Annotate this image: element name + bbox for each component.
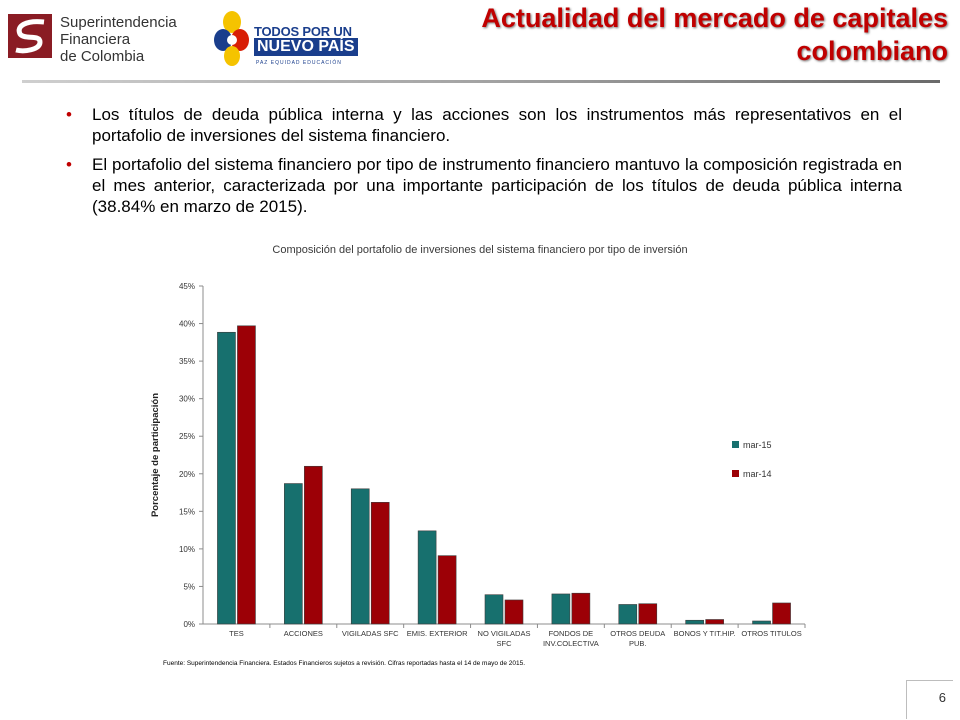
bar-mar-15-2: [350, 488, 370, 625]
bar-mar-15-5: [551, 593, 571, 625]
x-tick-label: ACCIONES: [284, 629, 323, 638]
header-divider: [22, 80, 940, 83]
x-tick-label: TES: [229, 629, 244, 638]
legend-swatch-mar-15: [732, 441, 739, 448]
flower-emblem-icon: [214, 11, 249, 66]
bar-mar-14-7: [705, 619, 724, 625]
bullet-text: El portafolio del sistema financiero por…: [92, 155, 902, 216]
superintendencia-logo: Superintendencia Financiera de Colombia: [6, 8, 178, 66]
y-tick-label: 45%: [179, 282, 195, 291]
x-tick-label: INV.COLECTIVA: [543, 639, 599, 648]
bar-mar-14-3: [437, 555, 457, 625]
x-tick-label: SFC: [497, 639, 513, 648]
x-tick-label: PUB.: [629, 639, 647, 648]
y-axis-label: Porcentaje de participación: [150, 393, 161, 517]
chart-title: Composición del portafolio de inversione…: [272, 244, 688, 256]
bullet-item: • Los títulos de deuda pública interna y…: [66, 104, 902, 146]
bar-mar-15-1: [284, 483, 303, 625]
bar-mar-15-8: [752, 620, 771, 625]
y-tick-label: 5%: [183, 582, 195, 591]
legend-label-mar-14: mar-14: [743, 469, 772, 479]
y-tick-label: 40%: [179, 320, 195, 329]
gov-logo-line-1: TODOS POR UN: [254, 24, 352, 39]
y-tick-label: 20%: [179, 470, 195, 479]
x-tick-label: BONOS Y TIT.HIP.: [674, 629, 736, 638]
page-number: 6: [938, 690, 946, 705]
y-tick-label: 35%: [179, 357, 195, 366]
gobierno-logo: TODOS POR UN NUEVO PAÍS PAZ EQUIDAD EDUC…: [212, 10, 358, 72]
bullet-item: • El portafolio del sistema financiero p…: [66, 154, 902, 217]
bar-mar-15-7: [685, 619, 704, 625]
y-tick-label: 15%: [179, 507, 195, 516]
bar-mar-14-4: [504, 599, 524, 625]
x-tick-label: EMIS. EXTERIOR: [407, 629, 468, 638]
legend-label-mar-15: mar-15: [743, 440, 772, 450]
x-tick-label: OTROS DEUDA: [610, 629, 665, 638]
x-tick-label: VIGILADAS SFC: [342, 629, 399, 638]
bullet-list: • Los títulos de deuda pública interna y…: [66, 104, 902, 225]
bar-mar-14-8: [772, 602, 791, 625]
bar-mar-14-5: [571, 592, 591, 625]
x-tick-label: OTROS TITULOS: [741, 629, 801, 638]
bar-mar-15-0: [217, 331, 236, 625]
gov-logo-line-2: NUEVO PAÍS: [254, 38, 358, 56]
source-note: Fuente: Superintendencia Financiera. Est…: [163, 660, 526, 667]
y-tick-label: 10%: [179, 545, 195, 554]
bullet-text: Los títulos de deuda pública interna y l…: [92, 105, 902, 145]
portfolio-bar-chart: 0% 5% 10% 15% 20% 25% 30% 35% 40% 45% Porcentaje d…: [150, 282, 806, 648]
bar-mar-14-6: [638, 603, 658, 625]
superintendencia-emblem-icon: [8, 14, 52, 58]
y-tick-label: 25%: [179, 432, 195, 441]
page-title: Actualidad del mercado de capitales colo…: [481, 3, 948, 66]
bar-mar-14-0: [237, 325, 256, 625]
bar-mar-15-4: [484, 594, 504, 625]
bar-mar-14-1: [304, 465, 323, 625]
org-logo-line-2: Financiera: [60, 31, 131, 48]
bar-mar-14-2: [370, 502, 390, 625]
page-number-box: [906, 680, 953, 719]
x-tick-label: FONDOS DE: [549, 629, 594, 638]
x-tick-label: NO VIGILADAS: [478, 629, 531, 638]
bar-mar-15-6: [618, 604, 638, 625]
bar-mar-15-3: [417, 530, 437, 625]
y-tick-label: 0%: [183, 620, 195, 629]
org-logo-line-1: Superintendencia: [60, 14, 177, 31]
legend-swatch-mar-14: [732, 470, 739, 477]
y-tick-label: 30%: [179, 395, 195, 404]
gov-logo-line-3: PAZ EQUIDAD EDUCACIÓN: [256, 60, 342, 66]
org-logo-line-3: de Colombia: [60, 48, 145, 65]
bullet-icon: •: [66, 155, 72, 174]
bullet-icon: •: [66, 105, 72, 124]
